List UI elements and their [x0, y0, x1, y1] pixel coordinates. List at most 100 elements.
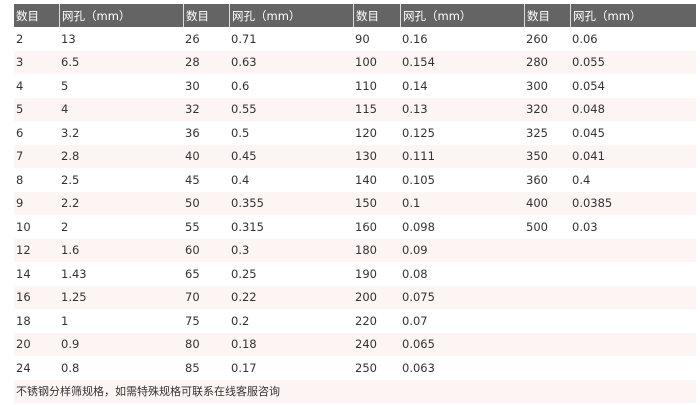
aperture-cell: 0.17	[231, 360, 257, 375]
aperture-cell: 0.16	[402, 31, 428, 46]
mesh-count-cell: 325	[526, 125, 548, 140]
table-row: 10 2 55 0.315 160 0.098 500 0.03	[14, 215, 696, 239]
mesh-count-cell: 320	[526, 102, 548, 117]
mesh-count-cell: 55	[185, 219, 200, 234]
table-row: 12 1.6 60 0.3 180 0.09	[14, 238, 696, 262]
table-row: 2 13 26 0.71 90 0.16 260 0.06	[14, 27, 696, 51]
aperture-cell: 1.25	[61, 290, 87, 305]
mesh-count-cell: 140	[355, 172, 377, 187]
aperture-cell: 2.2	[61, 196, 80, 211]
mesh-count-cell: 40	[185, 149, 200, 164]
aperture-cell: 0.03	[572, 219, 598, 234]
aperture-cell: 0.048	[572, 102, 605, 117]
mesh-count-cell: 300	[526, 78, 548, 93]
mesh-count-cell: 65	[185, 266, 200, 281]
header-mesh-count: 数目	[353, 4, 400, 27]
aperture-cell: 0.4	[231, 172, 250, 187]
mesh-count-cell: 350	[526, 149, 548, 164]
aperture-cell: 0.8	[61, 360, 80, 375]
mesh-count-cell: 500	[526, 219, 548, 234]
mesh-count-cell: 240	[355, 337, 377, 352]
mesh-count-cell: 70	[185, 290, 200, 305]
aperture-cell: 0.1	[402, 196, 421, 211]
aperture-cell: 0.22	[231, 290, 257, 305]
mesh-count-cell: 20	[16, 337, 31, 352]
aperture-cell: 0.09	[402, 243, 428, 258]
mesh-count-cell: 24	[16, 360, 31, 375]
mesh-count-cell: 150	[355, 196, 377, 211]
aperture-cell: 1.6	[61, 243, 80, 258]
aperture-cell: 0.06	[572, 31, 598, 46]
aperture-cell: 2.8	[61, 149, 80, 164]
aperture-cell: 6.5	[61, 55, 80, 70]
mesh-count-cell: 280	[526, 55, 548, 70]
mesh-count-cell: 220	[355, 313, 377, 328]
mesh-count-cell: 28	[185, 55, 200, 70]
aperture-cell: 0.4	[572, 172, 591, 187]
header-mesh-count: 数目	[524, 4, 570, 27]
aperture-cell: 0.045	[572, 125, 605, 140]
table-row: 14 1.43 65 0.25 190 0.08	[14, 262, 696, 286]
aperture-cell: 0.3	[231, 243, 250, 258]
aperture-cell: 0.065	[402, 337, 435, 352]
table-row: 4 5 30 0.6 110 0.14 300 0.054	[14, 74, 696, 98]
mesh-count-cell: 60	[185, 243, 200, 258]
mesh-count-cell: 16	[16, 290, 31, 305]
table-row: 6 3.2 36 0.5 120 0.125 325 0.045	[14, 121, 696, 145]
header-aperture-mm: 网孔（mm）	[59, 4, 183, 27]
mesh-count-cell: 75	[185, 313, 200, 328]
aperture-cell: 0.63	[231, 55, 257, 70]
table-row: 24 0.8 85 0.17 250 0.063	[14, 356, 696, 380]
mesh-count-cell: 90	[355, 31, 370, 46]
table-row: 9 2.2 50 0.355 150 0.1 400 0.0385	[14, 191, 696, 215]
aperture-cell: 3.2	[61, 125, 80, 140]
mesh-count-cell: 120	[355, 125, 377, 140]
mesh-count-cell: 160	[355, 219, 377, 234]
header-mesh-count: 数目	[183, 4, 229, 27]
table-footer-note: 不锈钢分样筛规格，如需特殊规格可联系在线客服咨询	[14, 379, 696, 403]
aperture-cell: 1	[61, 313, 69, 328]
mesh-count-cell: 9	[16, 196, 24, 211]
mesh-count-cell: 400	[526, 196, 548, 211]
mesh-count-cell: 5	[16, 102, 24, 117]
mesh-count-cell: 180	[355, 243, 377, 258]
aperture-cell: 0.14	[402, 78, 428, 93]
table-row: 3 6.5 28 0.63 100 0.154 280 0.055	[14, 50, 696, 74]
mesh-count-cell: 8	[16, 172, 24, 187]
header-aperture-mm: 网孔（mm）	[229, 4, 353, 27]
mesh-count-cell: 30	[185, 78, 200, 93]
mesh-count-cell: 18	[16, 313, 31, 328]
table-row: 7 2.8 40 0.45 130 0.111 350 0.041	[14, 144, 696, 168]
mesh-count-cell: 45	[185, 172, 200, 187]
mesh-count-cell: 115	[355, 102, 377, 117]
aperture-cell: 0.054	[572, 78, 605, 93]
header-aperture-mm: 网孔（mm）	[570, 4, 696, 27]
mesh-count-cell: 3	[16, 55, 24, 70]
mesh-count-cell: 250	[355, 360, 377, 375]
mesh-count-cell: 80	[185, 337, 200, 352]
aperture-cell: 0.5	[231, 125, 250, 140]
mesh-count-cell: 360	[526, 172, 548, 187]
mesh-count-cell: 200	[355, 290, 377, 305]
mesh-count-cell: 26	[185, 31, 200, 46]
aperture-cell: 0.111	[402, 149, 435, 164]
mesh-count-cell: 4	[16, 78, 24, 93]
aperture-cell: 0.6	[231, 78, 250, 93]
aperture-cell: 0.098	[402, 219, 435, 234]
aperture-cell: 2	[61, 219, 69, 234]
aperture-cell: 0.075	[402, 290, 435, 305]
mesh-count-cell: 110	[355, 78, 377, 93]
aperture-cell: 0.055	[572, 55, 605, 70]
aperture-cell: 0.105	[402, 172, 435, 187]
mesh-count-cell: 85	[185, 360, 200, 375]
table-row: 20 0.9 80 0.18 240 0.065	[14, 332, 696, 356]
mesh-count-cell: 7	[16, 149, 24, 164]
mesh-count-cell: 14	[16, 266, 31, 281]
aperture-cell: 0.55	[231, 102, 257, 117]
aperture-cell: 0.0385	[572, 196, 613, 211]
aperture-cell: 0.063	[402, 360, 435, 375]
aperture-cell: 0.154	[402, 55, 435, 70]
table-row: 5 4 32 0.55 115 0.13 320 0.048	[14, 97, 696, 121]
mesh-count-cell: 32	[185, 102, 200, 117]
aperture-cell: 0.07	[402, 313, 428, 328]
